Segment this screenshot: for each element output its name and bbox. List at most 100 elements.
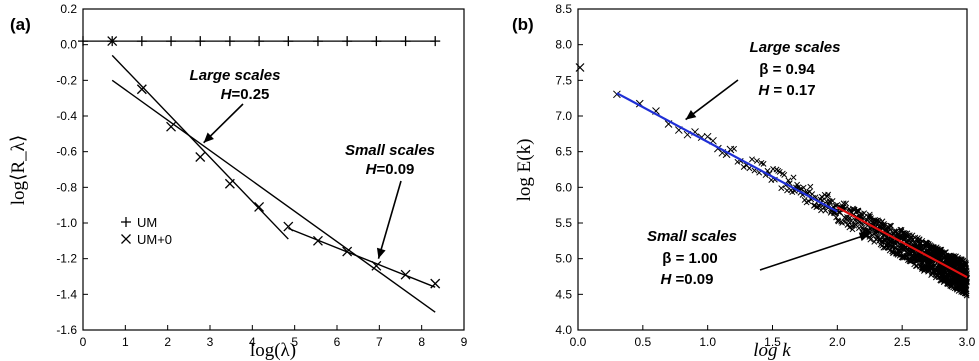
data-point-plus [195,36,206,47]
annotation-large-scales-title: Large scales [750,39,841,56]
spectrum-point [805,198,812,205]
annotation-large-scales-h: H=0.25 [221,86,270,103]
spectrum-outlier-point [575,63,585,72]
spectrum-point [849,226,856,233]
data-point-plus [400,36,411,47]
x-tick-label: 4 [249,335,256,349]
y-tick-label: -0.8 [56,180,77,194]
x-tick-label: 3 [207,335,214,349]
data-point-plus [430,36,441,47]
spectrum-point [846,224,853,231]
y-tick-label: -0.2 [56,73,77,87]
data-point-cross [430,278,441,289]
spectrum-point [781,171,788,178]
spectrum-point [843,200,850,207]
annotation-small-scales-arrow [376,180,402,259]
y-tick-label: -1.4 [56,287,77,301]
spectrum-point [854,207,860,214]
y-tick-label: -0.4 [56,109,77,123]
y-tick-label: -1.6 [56,323,77,337]
panel-b-ticks: 0.0 0.5 1.0 1.5 2.0 2.5 3.0 8.5 8.0 7.5 7.0 6.5 6.0 5… [555,2,975,349]
x-tick-label: 0 [80,335,87,349]
fit-line [111,54,289,240]
panel-a-fit-lines [111,54,436,313]
spectrum-point [880,221,887,227]
data-point-plus [78,36,88,47]
annotation-small-scales-title: Small scales [647,228,737,245]
spectrum-point [963,290,970,297]
legend-label-um0: UM+0 [137,232,172,247]
y-tick-label: -1.0 [56,216,77,230]
x-tick-label: 8 [418,335,425,349]
y-tick-label: 0.2 [60,2,77,16]
data-point-cross [312,235,323,246]
x-tick-label: 1.0 [699,335,716,349]
annotation-small-scales-arrow [759,232,871,271]
x-tick-label: 2.5 [894,335,911,349]
annotation-small-scales-h: H=0.09 [366,161,415,178]
fit-line [111,79,436,313]
y-tick-label: 0.0 [60,38,77,52]
data-point-plus [136,36,147,47]
panel-b: (b) 0.0 0.5 1.0 1.5 2.0 2.5 3.0 8.5 8.0 7.5 7.0 6.5… [512,2,976,361]
fit-line [616,92,838,213]
annotation-large-scales-beta: β = 0.94 [759,61,815,78]
spectrum-point [888,222,895,229]
annotation-large-scales-arrow [203,103,244,144]
y-tick-label: 8.5 [555,2,572,16]
data-point-plus [224,36,235,47]
data-point-plus [254,36,265,47]
x-tick-label: 3.0 [959,335,976,349]
spectrum-point [866,211,873,218]
y-tick-label: 4.5 [555,287,572,301]
x-tick-label: 9 [461,335,468,349]
spectrum-point [963,278,970,285]
y-tick-label: 6.0 [555,180,572,194]
panel-b-label: (b) [512,15,534,34]
spectrum-point [963,268,970,275]
spectrum-point [703,132,712,141]
data-point-cross [166,121,177,132]
x-tick-label: 0.5 [634,335,651,349]
spectrum-point [833,214,840,221]
spectrum-point [962,260,969,267]
data-point-cross [283,221,294,232]
annotation-large-scales-h: H = 0.17 [758,82,815,99]
spectrum-point [867,236,874,243]
data-point-plus [371,36,382,47]
legend-marker-um0 [121,234,131,244]
spectrum-point [731,145,738,152]
spectrum-point [740,164,747,170]
y-tick-label: 4.0 [555,323,572,337]
panel-b-fit-lines [616,92,968,279]
y-tick-label: 7.0 [555,109,572,123]
panel-a-ticks: 0 1 2 3 4 5 6 7 8 9 0.2 0.0 -0.2 -0.4 -0.6 -0.8 -1.0 -1.2… [56,2,467,349]
panel-a-x-axis-label: log(λ) [250,340,296,361]
spectrum-point [822,207,829,214]
x-tick-label: 1 [122,335,129,349]
panel-b-x-axis-label: log k [753,340,791,361]
legend-marker-um [121,217,131,227]
panel-b-y-axis-label: log E(k) [514,139,535,202]
y-tick-label: 5.5 [555,216,572,230]
panel-a-frame [82,8,465,331]
spectrum-point [840,200,847,207]
y-tick-label: -1.2 [56,252,77,266]
spectrum-point [760,160,767,167]
data-point-cross [254,201,265,212]
panel-b-annotations: Large scales β = 0.94 H = 0.17 Small scales… [647,39,871,288]
spectrum-point [825,191,832,198]
spectrum-point [807,183,814,190]
data-point-cross [136,84,147,95]
x-tick-label: 7 [376,335,383,349]
spectrum-point [778,185,785,192]
spectrum-point [963,292,970,299]
data-point-cross [371,260,382,271]
data-point-cross [342,246,353,257]
x-tick-label: 6 [334,335,341,349]
legend-label-um: UM [137,215,157,230]
y-tick-label: 6.5 [555,145,572,159]
spectrum-point [861,210,868,217]
panel-a: (a) 0 1 2 3 4 5 6 7 8 9 0.2 0.0 -0.2 -0.4 -0.6 -0.8 -1.0… [8,2,468,361]
